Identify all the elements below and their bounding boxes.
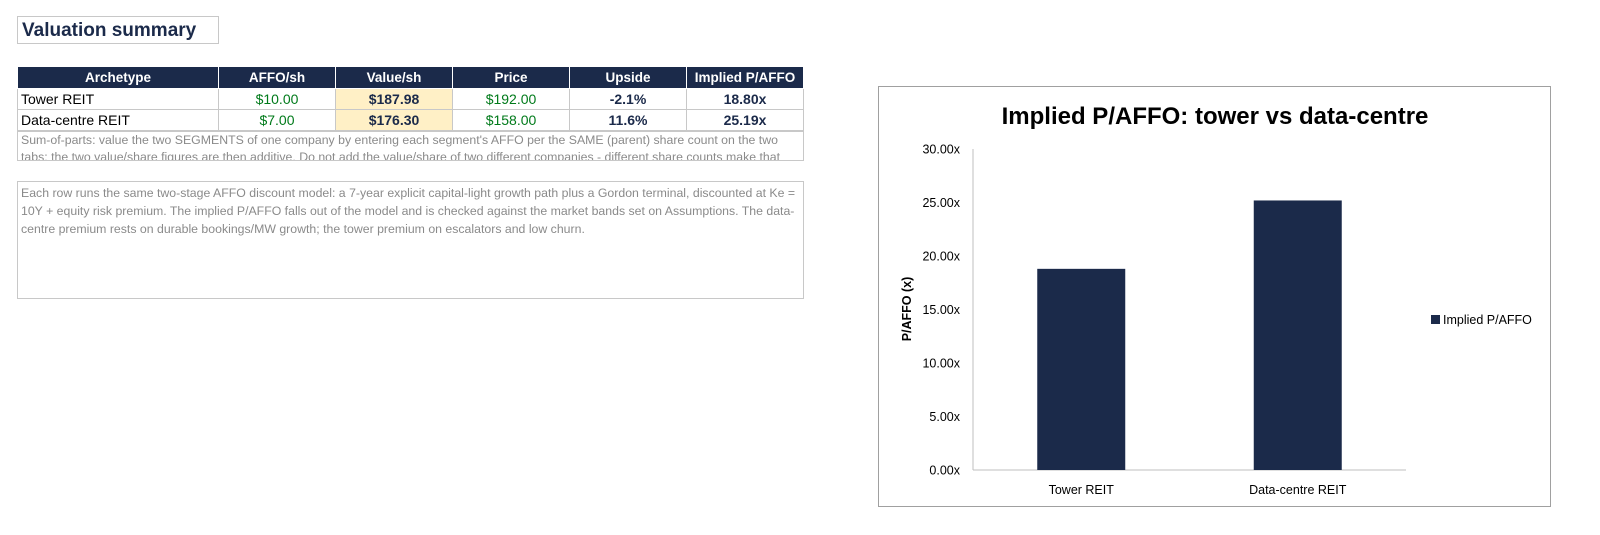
cell-archetype[interactable]: Tower REIT xyxy=(17,88,219,110)
cell-value-per-share[interactable]: $176.30 xyxy=(335,109,453,131)
chart-svg: Implied P/AFFO: tower vs data-centre P/A… xyxy=(900,103,1532,497)
header-price[interactable]: Price xyxy=(452,66,570,89)
x-tick-label: Tower REIT xyxy=(1049,483,1115,497)
header-value-per-share[interactable]: Value/sh xyxy=(335,66,453,89)
cell-implied-p-affo[interactable]: 18.80x xyxy=(686,88,804,110)
cell-affo-per-share[interactable]: $10.00 xyxy=(218,88,336,110)
cell-archetype[interactable]: Data-centre REIT xyxy=(17,109,219,131)
header-upside[interactable]: Upside xyxy=(569,66,687,89)
implied-p-affo-chart[interactable]: Implied P/AFFO: tower vs data-centre P/A… xyxy=(878,86,1551,507)
legend-swatch xyxy=(1431,315,1440,324)
table-row: Tower REIT $10.00 $187.98 $192.00 -2.1% … xyxy=(17,88,804,110)
table-row: Data-centre REIT $7.00 $176.30 $158.00 1… xyxy=(17,109,804,131)
valuation-table: Archetype AFFO/sh Value/sh Price Upside … xyxy=(17,66,804,131)
cell-price[interactable]: $158.00 xyxy=(452,109,570,131)
y-tick-label: 10.00x xyxy=(922,357,960,371)
chart-title: Implied P/AFFO: tower vs data-centre xyxy=(1002,103,1429,130)
cell-implied-p-affo[interactable]: 25.19x xyxy=(686,109,804,131)
legend: Implied P/AFFO xyxy=(1431,313,1532,327)
cell-value-per-share[interactable]: $187.98 xyxy=(335,88,453,110)
cell-upside[interactable]: -2.1% xyxy=(569,88,687,110)
y-tick-label: 5.00x xyxy=(929,410,960,424)
bar[interactable] xyxy=(1253,200,1342,470)
y-axis-label: P/AFFO (x) xyxy=(900,277,914,342)
y-tick-label: 20.00x xyxy=(922,250,960,264)
bar[interactable] xyxy=(1037,268,1126,470)
x-tick-label: Data-centre REIT xyxy=(1249,483,1347,497)
sheet-title[interactable]: Valuation summary xyxy=(17,16,219,44)
sum-of-parts-note[interactable]: Sum-of-parts: value the two SEGMENTS of … xyxy=(17,131,804,161)
y-tick-label: 30.00x xyxy=(922,143,960,157)
y-tick-label: 15.00x xyxy=(922,303,960,317)
y-tick-label: 0.00x xyxy=(929,464,960,478)
cell-affo-per-share[interactable]: $7.00 xyxy=(218,109,336,131)
header-archetype[interactable]: Archetype xyxy=(17,66,219,89)
legend-label: Implied P/AFFO xyxy=(1443,313,1532,327)
header-implied-p-affo[interactable]: Implied P/AFFO xyxy=(686,66,804,89)
table-header-row: Archetype AFFO/sh Value/sh Price Upside … xyxy=(17,66,804,89)
model-description-note[interactable]: Each row runs the same two-stage AFFO di… xyxy=(17,181,804,299)
y-tick-label: 25.00x xyxy=(922,196,960,210)
header-affo-per-share[interactable]: AFFO/sh xyxy=(218,66,336,89)
cell-upside[interactable]: 11.6% xyxy=(569,109,687,131)
cell-price[interactable]: $192.00 xyxy=(452,88,570,110)
